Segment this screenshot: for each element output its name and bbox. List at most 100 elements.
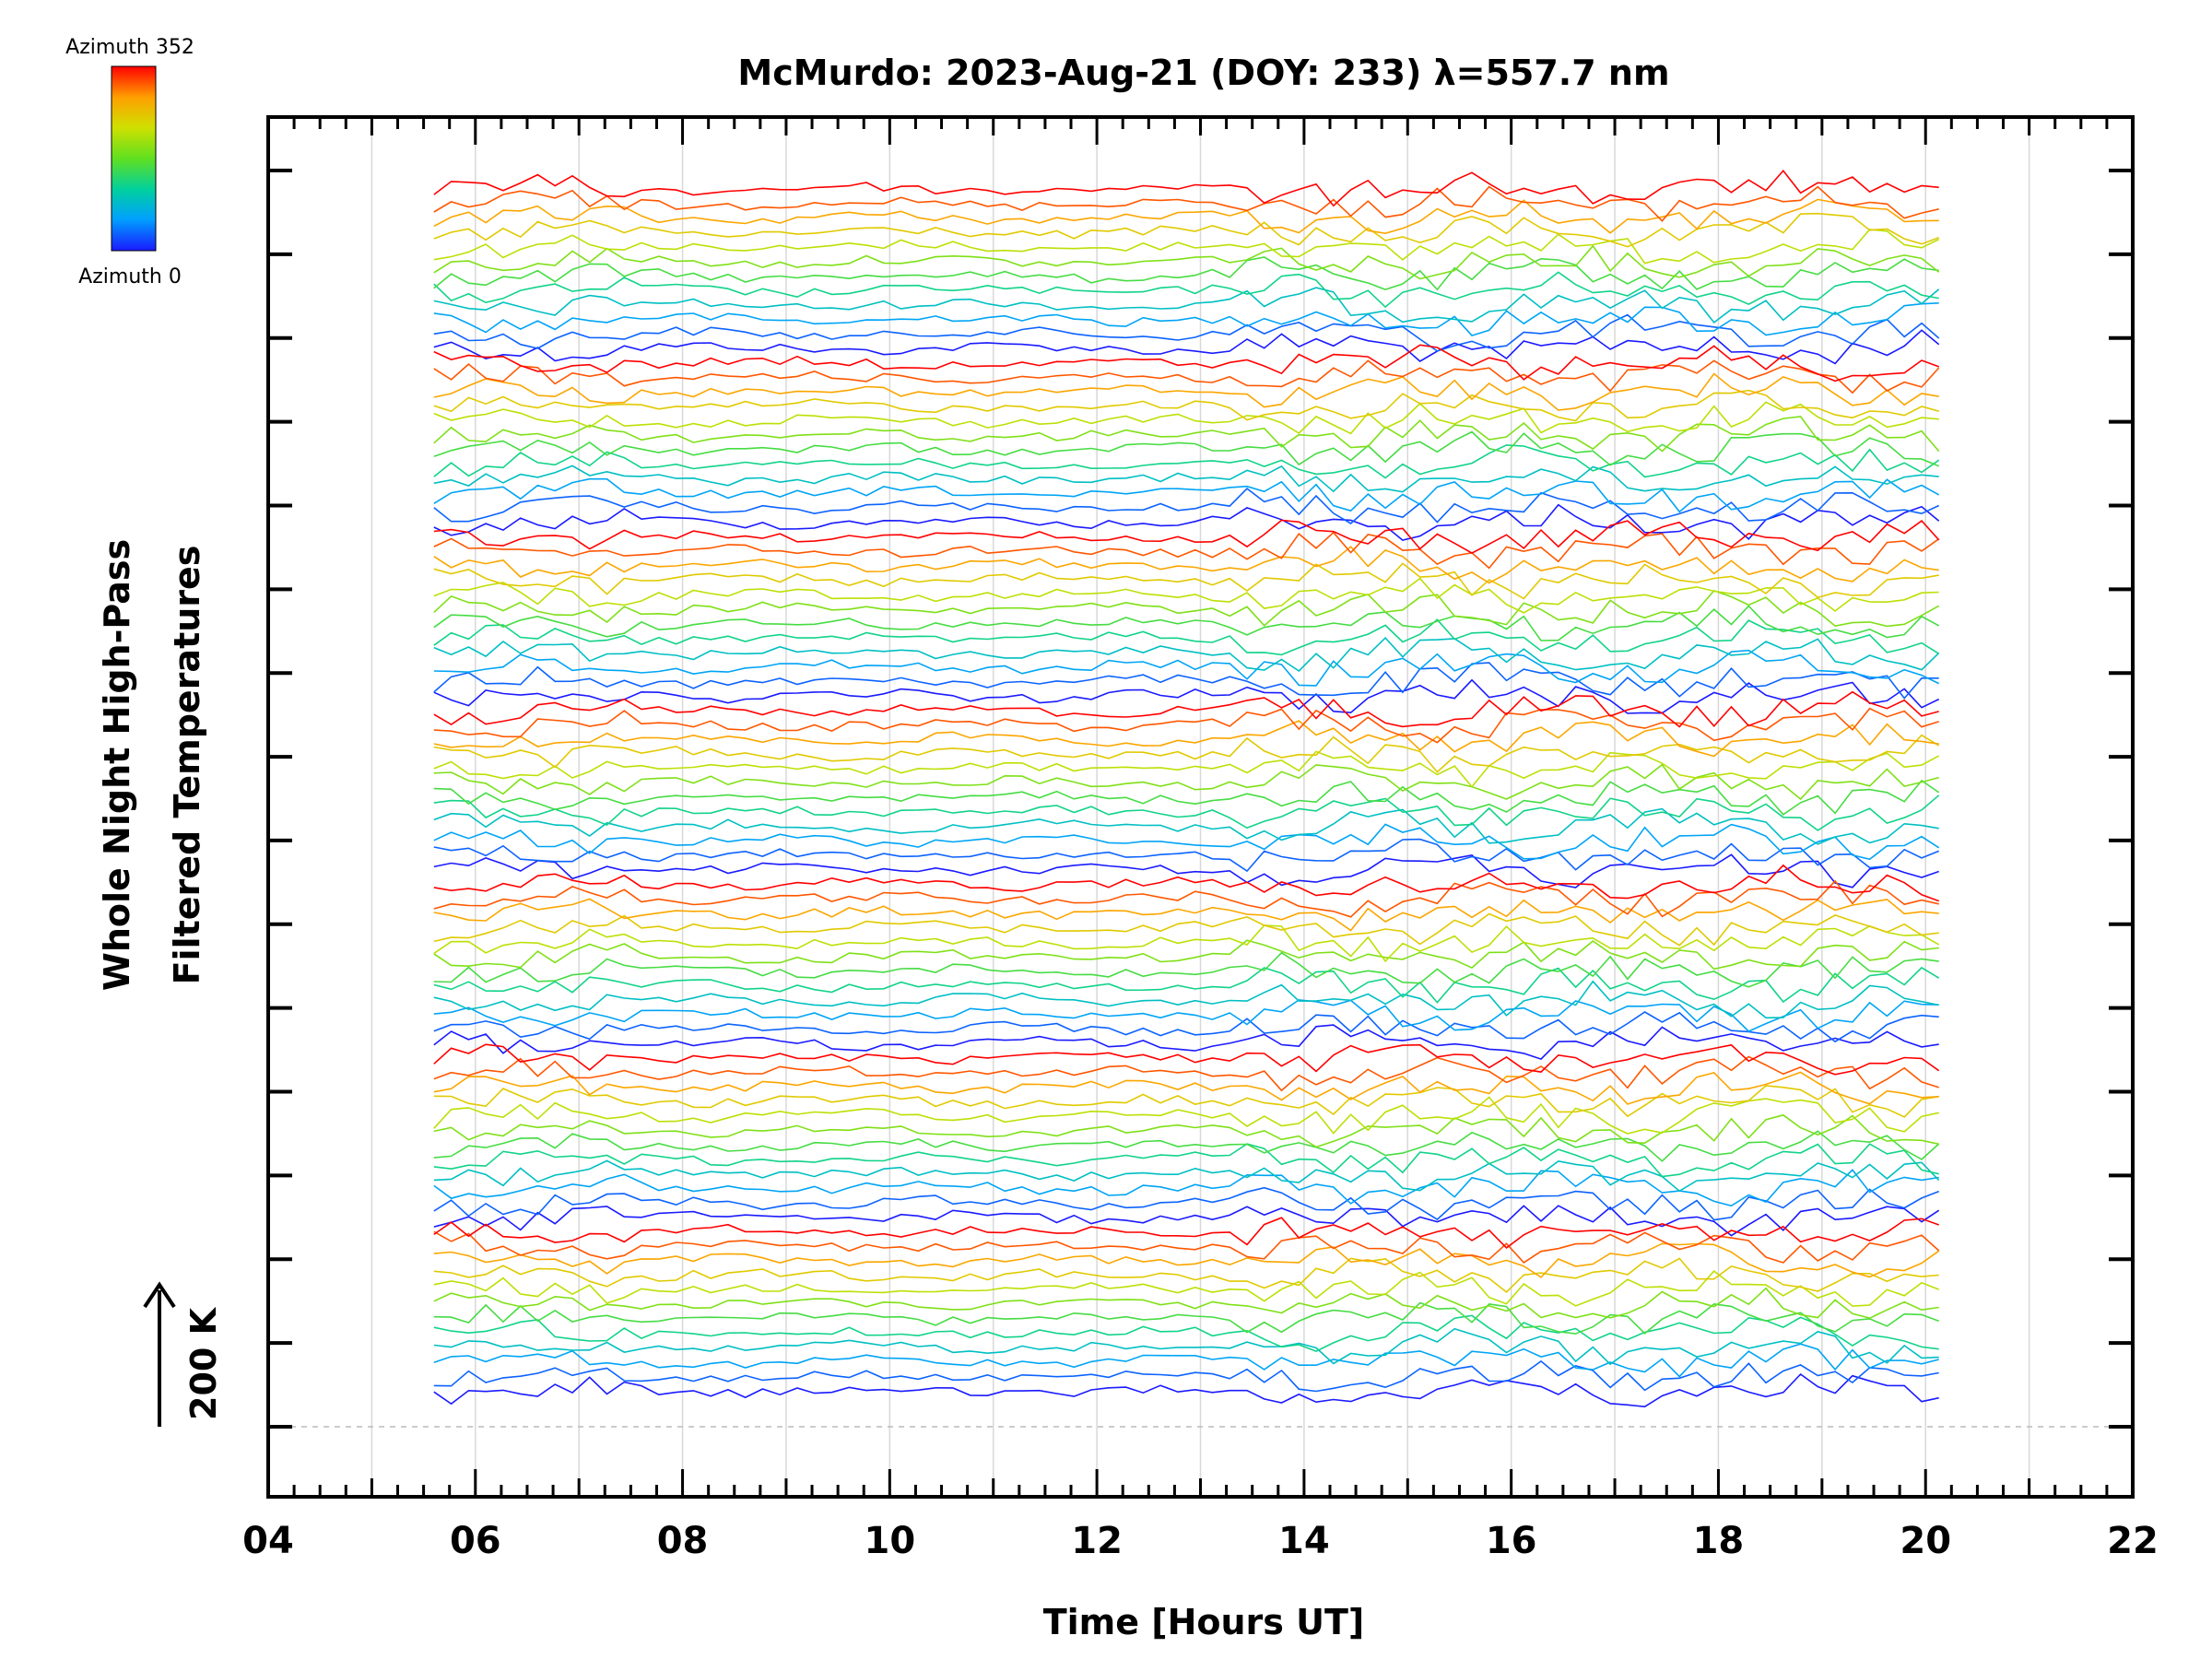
series-line-az-96 <box>433 980 1939 1019</box>
series-line-az-320 <box>433 359 1940 394</box>
series-line-az-64 <box>433 999 1939 1032</box>
series-line-az-288 <box>433 1242 1940 1278</box>
x-tick-label: 08 <box>657 1520 709 1562</box>
series-line-az-288 <box>433 1071 1939 1105</box>
x-tick-label: 16 <box>1486 1520 1537 1562</box>
series-line-az-96 <box>433 1327 1939 1366</box>
series-line-az-160 <box>433 430 1940 467</box>
series-line-az-288 <box>433 898 1939 932</box>
series-line-az-160 <box>433 256 1939 291</box>
series-line-az-320 <box>433 1230 1940 1264</box>
series-line-az-224 <box>433 1270 1939 1307</box>
series-line-az-224 <box>433 924 1940 963</box>
series-layer <box>433 169 1940 1408</box>
x-tick-label: 10 <box>864 1520 915 1562</box>
series-line-az-128 <box>433 794 1940 831</box>
series-line-az-32 <box>433 1359 1939 1393</box>
series-line-az-352 <box>433 344 1939 382</box>
series-line-az-320 <box>433 185 1939 222</box>
series-line-az-64 <box>433 1169 1939 1207</box>
tick-layer <box>266 117 2135 1497</box>
x-tick-labels: 04 06 08 10 12 14 16 18 20 22 <box>242 1520 2159 1562</box>
y-axis-label-line1: Whole Night High-Pass <box>97 539 137 991</box>
series-line-az-160 <box>433 1130 1940 1162</box>
series-line-az-192 <box>433 244 1940 280</box>
series-line-az-288 <box>433 545 1939 584</box>
series-line-az-192 <box>433 416 1940 453</box>
series-line-az-320 <box>433 879 1939 918</box>
series-line-az-224 <box>433 229 1940 265</box>
series-line-az-32 <box>433 488 1940 524</box>
series-line-az-352 <box>433 690 1939 728</box>
series-line-az-128 <box>433 1314 1939 1352</box>
x-tick-label: 14 <box>1278 1520 1330 1562</box>
series-line-az-256 <box>433 212 1939 248</box>
series-line-az-0 <box>433 678 1940 714</box>
series-line-az-256 <box>433 912 1939 947</box>
x-axis-label: Time [Hours UT] <box>1043 1602 1365 1642</box>
series-line-az-0 <box>433 1372 1939 1408</box>
series-line-az-96 <box>433 807 1939 845</box>
series-line-az-0 <box>433 329 1940 365</box>
x-tick-label: 22 <box>2107 1520 2159 1562</box>
colorbar-min-label: Azimuth 0 <box>78 265 182 288</box>
series-line-az-256 <box>433 562 1939 600</box>
series-line-az-32 <box>433 662 1939 700</box>
scale-label: 200 K <box>183 1306 224 1420</box>
series-line-az-32 <box>433 838 1939 873</box>
series-line-az-256 <box>433 734 1940 773</box>
series-line-az-288 <box>433 372 1939 411</box>
series-line-az-0 <box>433 1024 1939 1061</box>
series-line-az-352 <box>433 1217 1939 1249</box>
colorbar-max-label: Azimuth 352 <box>65 36 194 59</box>
series-line-az-0 <box>433 853 1939 888</box>
x-tick-label: 04 <box>242 1520 294 1562</box>
series-line-az-96 <box>433 1159 1940 1193</box>
series-line-az-64 <box>433 649 1940 687</box>
series-line-az-224 <box>433 577 1939 614</box>
series-line-az-160 <box>433 605 1940 641</box>
series-line-az-96 <box>433 465 1939 493</box>
series-line-az-192 <box>433 763 1939 801</box>
x-tick-label: 20 <box>1900 1520 1951 1562</box>
x-tick-label: 06 <box>450 1520 501 1562</box>
series-line-az-352 <box>433 1043 1940 1076</box>
series-line-az-128 <box>433 1143 1939 1178</box>
series-line-az-160 <box>433 779 1940 816</box>
scale-arrow-head <box>143 1281 176 1309</box>
series-line-az-128 <box>433 444 1940 479</box>
series-line-az-128 <box>433 966 1940 1004</box>
series-line-az-352 <box>433 169 1939 207</box>
x-tick-label: 18 <box>1693 1520 1745 1562</box>
series-line-az-256 <box>433 389 1939 422</box>
azimuth-colorbar <box>111 65 157 252</box>
series-line-az-320 <box>433 1055 1939 1092</box>
series-line-az-96 <box>433 636 1940 673</box>
series-line-az-256 <box>433 1085 1939 1118</box>
series-line-az-128 <box>433 271 1939 309</box>
series-line-az-160 <box>433 951 1939 988</box>
chart-title: McMurdo: 2023-Aug-21 (DOY: 233) λ=557.7 … <box>737 53 1669 93</box>
series-line-az-224 <box>433 401 1939 435</box>
series-line-az-192 <box>433 1113 1939 1148</box>
series-line-az-64 <box>433 477 1940 513</box>
series-line-az-224 <box>433 750 1940 788</box>
series-line-az-0 <box>433 503 1940 541</box>
series-line-az-352 <box>433 519 1940 555</box>
series-line-az-352 <box>433 864 1939 902</box>
series-line-az-160 <box>433 1301 1939 1335</box>
series-line-az-0 <box>433 1205 1940 1237</box>
series-line-az-192 <box>433 1287 1939 1320</box>
series-line-az-288 <box>433 720 1939 758</box>
series-line-az-224 <box>433 1096 1939 1135</box>
series-line-az-32 <box>433 1186 1939 1221</box>
series-line-az-32 <box>433 313 1940 352</box>
series-line-az-320 <box>433 707 1939 744</box>
series-line-az-288 <box>433 198 1939 235</box>
series-line-az-192 <box>433 589 1940 628</box>
series-line-az-128 <box>433 618 1940 656</box>
series-line-az-192 <box>433 939 1939 971</box>
series-line-az-32 <box>433 1011 1939 1043</box>
series-line-az-256 <box>433 1257 1939 1293</box>
